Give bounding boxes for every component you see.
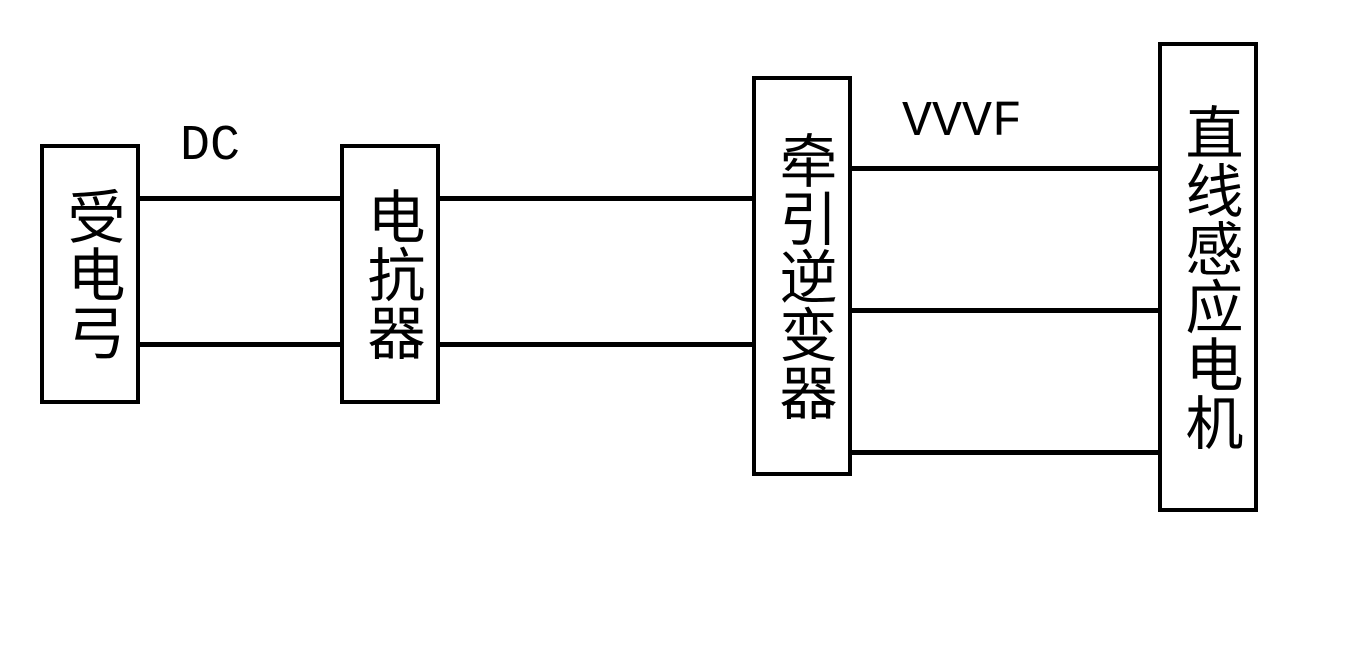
node-inverter: 牵引逆变器 xyxy=(752,76,852,476)
edge-e3c xyxy=(852,450,1158,455)
node-label-motor: 直线感应电机 xyxy=(1178,103,1239,451)
node-motor: 直线感应电机 xyxy=(1158,42,1258,512)
node-label-inverter: 牵引逆变器 xyxy=(772,131,833,421)
edge-e2b xyxy=(440,342,752,347)
node-label-pantograph: 受电弓 xyxy=(60,187,121,361)
node-label-reactor: 电抗器 xyxy=(360,187,421,361)
edge-e3b xyxy=(852,308,1158,313)
edge-e1a xyxy=(140,196,340,201)
edge-label-dc: DC xyxy=(180,118,240,175)
edge-e1b xyxy=(140,342,340,347)
block-diagram: 受电弓 电抗器 牵引逆变器 直线感应电机 DC VVVF xyxy=(0,0,1360,648)
node-pantograph: 受电弓 xyxy=(40,144,140,404)
edge-e3a xyxy=(852,166,1158,171)
edge-e2a xyxy=(440,196,752,201)
node-reactor: 电抗器 xyxy=(340,144,440,404)
edge-label-vvvf: VVVF xyxy=(902,94,1022,151)
